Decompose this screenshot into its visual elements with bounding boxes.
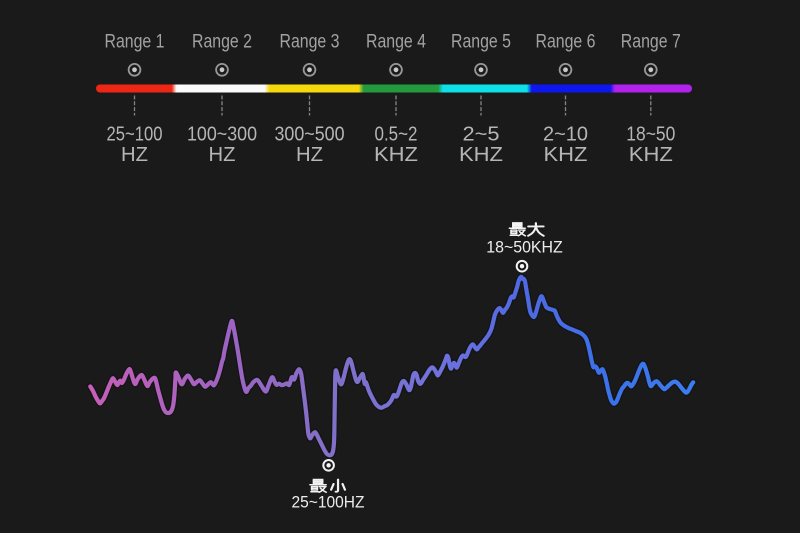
- svg-text:KHZ: KHZ: [544, 144, 588, 166]
- svg-text:300~500: 300~500: [275, 124, 345, 146]
- svg-text:Range 2: Range 2: [192, 31, 252, 52]
- svg-text:Range 7: Range 7: [621, 31, 681, 52]
- svg-text:18~50: 18~50: [626, 124, 675, 146]
- svg-text:KHZ: KHZ: [374, 144, 418, 166]
- svg-text:Range 1: Range 1: [105, 31, 165, 52]
- svg-text:HZ: HZ: [121, 144, 148, 166]
- svg-text:25~100HZ: 25~100HZ: [292, 493, 365, 512]
- svg-text:Range 4: Range 4: [366, 31, 426, 52]
- svg-text:Range 3: Range 3: [280, 31, 340, 52]
- svg-text:18~50KHZ: 18~50KHZ: [486, 238, 563, 257]
- svg-text:2~10: 2~10: [543, 124, 588, 146]
- svg-text:KHZ: KHZ: [459, 144, 503, 166]
- svg-text:25~100: 25~100: [107, 124, 163, 146]
- svg-text:Range 6: Range 6: [536, 31, 596, 52]
- svg-text:HZ: HZ: [209, 144, 236, 166]
- svg-text:HZ: HZ: [296, 144, 323, 166]
- svg-text:2~5: 2~5: [463, 124, 500, 146]
- svg-text:100~300: 100~300: [187, 124, 257, 146]
- svg-text:KHZ: KHZ: [629, 144, 673, 166]
- svg-text:0.5~2: 0.5~2: [375, 124, 418, 146]
- svg-text:Range 5: Range 5: [451, 31, 511, 52]
